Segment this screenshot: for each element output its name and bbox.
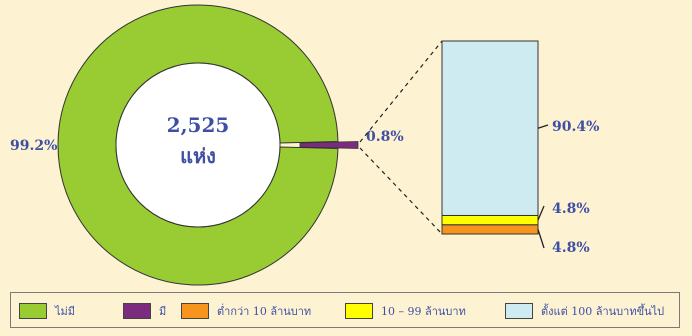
legend-item-100m-plus: ตั้งแต่ 100 ล้านบาทขึ้นไป: [505, 302, 664, 320]
connector-lines: [359, 40, 443, 235]
legend-item-under-10m: ต่ำกว่า 10 ล้านบาท: [181, 302, 311, 320]
donut-slice-has-group: [299, 141, 359, 149]
legend-label: มี: [159, 305, 167, 318]
legend-item-none: ไม่มี: [19, 302, 75, 320]
label-leader-line: [537, 124, 549, 129]
donut-center: [115, 62, 281, 228]
legend-label: ต่ำกว่า 10 ล้านบาท: [217, 305, 312, 318]
bar-segment-100m-plus: [441, 40, 539, 216]
bar-segment-under-10m: [441, 224, 539, 235]
connector-line-top: [359, 40, 443, 143]
donut-chart: 99.2% 0.8%: [10, 4, 404, 286]
legend-swatch: [181, 303, 209, 319]
legend-swatch: [505, 303, 533, 319]
chart-svg: 99.2% 0.8% 4.8% 4.8% 90.4% 2,525 แห่ง: [10, 4, 599, 286]
bar-segment-10-99m: [441, 214, 539, 226]
legend-swatch: [345, 303, 373, 319]
connector-line-bottom: [359, 147, 443, 235]
stacked-bar-chart: 4.8% 4.8% 90.4%: [441, 40, 599, 256]
legend-swatch: [123, 303, 151, 319]
label-10-99m-percent: 4.8%: [552, 201, 590, 217]
label-has-percent: 0.8%: [366, 129, 404, 145]
label-none-percent: 99.2%: [10, 138, 57, 154]
label-leader-line: [537, 229, 545, 249]
legend-item-has: มี: [123, 302, 166, 320]
legend: ไม่มี มี ต่ำกว่า 10 ล้านบาท 10 – 99 ล้าน…: [10, 292, 680, 328]
donut-slice-has: [299, 141, 359, 149]
legend-label: 10 – 99 ล้านบาท: [381, 305, 466, 318]
label-leader-line: [537, 205, 545, 221]
label-100m-plus-percent: 90.4%: [552, 119, 599, 135]
legend-swatch: [19, 303, 47, 319]
label-under-10m-percent: 4.8%: [552, 240, 590, 256]
legend-item-10-99m: 10 – 99 ล้านบาท: [345, 302, 466, 320]
legend-label: ไม่มี: [55, 305, 76, 318]
center-label-count: 2,525: [167, 113, 230, 137]
center-label-unit: แห่ง: [180, 144, 216, 168]
legend-label: ตั้งแต่ 100 ล้านบาทขึ้นไป: [541, 305, 665, 318]
